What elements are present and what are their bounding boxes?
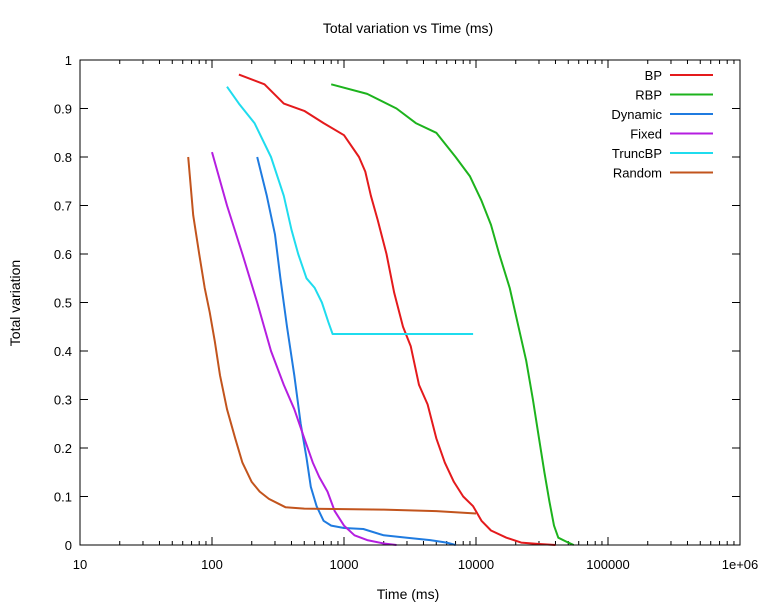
series-line-rbp [330,83,575,546]
x-tick-label: 1e+06 [722,557,759,572]
y-axis-label: Total variation [7,260,23,346]
y-tick-label: 0.9 [54,102,72,117]
chart-title: Total variation vs Time (ms) [323,20,493,36]
series-line-random [187,156,477,515]
legend: BP RBP Dynamic Fixed TruncBP Random [611,68,713,181]
series-line-truncbp [226,86,474,335]
plot-frame [79,59,741,546]
x-tick-label: 10 [73,557,87,572]
series-line-dynamic [256,156,456,546]
legend-label-random: Random [613,166,662,181]
y-tick-label: 0.2 [54,441,72,456]
y-tick-label: 0.3 [54,393,72,408]
y-tick-label: 0.5 [54,296,72,311]
y-tick-label: 0.7 [54,199,72,214]
y-tick-label: 0.1 [54,490,72,505]
series-line-bp [238,73,556,546]
series-layer [187,73,575,546]
axes: 0 0.1 0.2 0.3 0.4 0.5 0.6 0.7 0.8 0.9 1 10 100 1000 10… [54,53,758,572]
x-tick-label: 1000 [330,557,359,572]
y-tick-label: 0.6 [54,247,72,262]
legend-label-bp: BP [645,68,662,83]
y-tick-label: 0.4 [54,344,72,359]
x-tick-label: 100 [201,557,223,572]
x-tick-label: 100000 [586,557,629,572]
y-tick-label: 1 [65,53,72,68]
x-axis-label: Time (ms) [377,586,439,602]
legend-label-fixed: Fixed [630,127,662,142]
legend-label-dynamic: Dynamic [611,107,662,122]
legend-label-rbp: RBP [635,88,662,103]
legend-label-truncbp: TruncBP [612,146,662,161]
x-tick-label: 10000 [458,557,494,572]
series-line-fixed [211,151,397,546]
y-tick-label: 0.8 [54,150,72,165]
y-tick-label: 0 [65,538,72,553]
